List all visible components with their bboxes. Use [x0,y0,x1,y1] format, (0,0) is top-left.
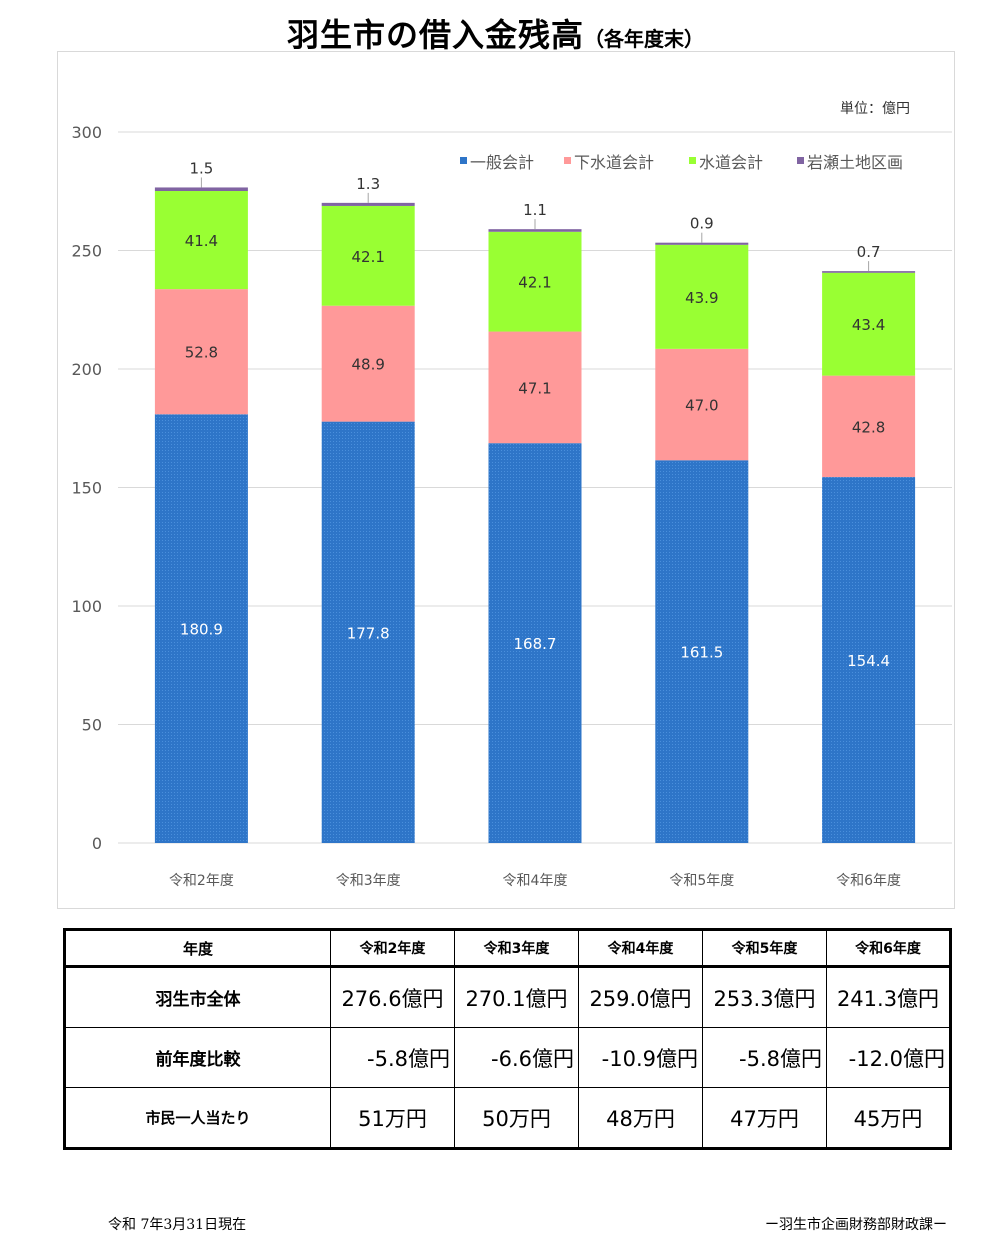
table-cell: 241.3億円 [826,966,951,1028]
data-label: 161.5 [680,644,723,662]
data-label: 43.4 [852,316,885,334]
table-col-header: 令和2年度 [330,929,455,968]
bar-segment [822,375,916,478]
bar-segment [655,348,749,461]
data-label: 42.8 [852,418,885,436]
bar-segment [321,202,415,206]
y-tick-label: 150 [71,479,102,498]
chart-title: 羽生市の借入金残高（各年度末） [0,10,991,56]
unit-label: 単位：億円 [840,101,910,117]
data-label: 168.7 [514,635,557,653]
x-tick-label: 令和3年度 [336,873,401,889]
y-tick-label: 100 [71,597,102,616]
table-cell: 48万円 [578,1087,703,1149]
legend-label: 水道会計 [699,153,763,172]
table-cell: 270.1億円 [454,966,579,1028]
table-col-header: 令和4年度 [578,929,703,968]
y-tick-label: 250 [71,242,102,261]
table-cell: -6.6億円 [454,1027,579,1088]
footer-dept: ー羽生市企画財務部財政課ー [765,1217,947,1233]
legend-label: 岩瀬土地区画 [807,153,903,172]
y-tick-label: 50 [82,716,102,735]
bar-segment [321,205,415,306]
table-cell: -5.8億円 [330,1027,455,1088]
table-col-header: 令和3年度 [454,929,579,968]
data-label: 0.9 [690,215,714,233]
table-cell: 47万円 [702,1087,827,1149]
y-tick-label: 0 [92,834,102,853]
bar-segment [154,187,248,192]
x-tick-label: 令和4年度 [503,873,568,889]
table-cell: 50万円 [454,1087,579,1149]
table-cell: 51万円 [330,1087,455,1149]
data-label: 47.1 [518,379,551,397]
table-cell: -5.8億円 [702,1027,827,1088]
bar-segment [488,443,582,843]
data-label: 1.3 [356,175,380,193]
data-label: 1.5 [189,159,213,177]
table-row: 前年度比較 -5.8億円 -6.6億円 -10.9億円 -5.8億円 -12.0… [64,1027,951,1088]
table-header-row: 年度 令和2年度 令和3年度 令和4年度 令和5年度 令和6年度 [64,929,951,968]
data-label: 43.9 [685,289,718,307]
row-label-per-capita: 市民一人当たり [64,1087,331,1149]
title-sub: （各年度末） [584,27,704,51]
y-tick-label: 200 [71,360,102,379]
row-label-total: 羽生市全体 [64,966,331,1028]
bar-segment [822,477,916,843]
table-cell: -10.9億円 [578,1027,703,1088]
bar-segment [488,229,582,232]
x-tick-label: 令和5年度 [669,873,734,889]
bar-segment [655,244,749,349]
title-main: 羽生市の借入金残高 [286,16,584,54]
data-label: 47.0 [685,397,718,415]
x-tick-label: 令和2年度 [169,873,234,889]
bar-segment [321,305,415,422]
data-label: 41.4 [185,232,218,250]
data-label: 42.1 [518,274,551,292]
stacked-bar-chart: 0 50 100 150 200 250 300 180.9 52.8 41.4 1.5 令和2年度… [71,101,952,889]
bar-segment [321,421,415,843]
table-col-header: 令和6年度 [826,929,951,968]
bar-segment [822,271,916,273]
bar-segment [822,272,916,376]
table-cell: 259.0億円 [578,966,703,1028]
legend-swatch [797,157,804,164]
data-label: 42.1 [351,248,384,266]
bar-segment [655,460,749,843]
x-tick-label: 令和6年度 [836,873,901,889]
bar-segment [488,231,582,332]
data-label: 177.8 [347,624,390,642]
row-label-change: 前年度比較 [64,1027,331,1088]
data-label: 1.1 [523,201,547,219]
legend-swatch [564,157,571,164]
y-tick-label: 300 [71,123,102,142]
footer-date: 令和 7年3月31日現在 [108,1217,247,1233]
data-label: 48.9 [351,356,384,374]
table-cell: -12.0億円 [826,1027,951,1088]
table-cell: 276.6億円 [330,966,455,1028]
data-label: 52.8 [185,344,218,362]
legend-swatch [689,157,696,164]
table-row: 市民一人当たり 51万円 50万円 48万円 47万円 45万円 [64,1087,951,1149]
table-cell: 253.3億円 [702,966,827,1028]
data-label: 180.9 [180,621,223,639]
bar-segment [154,414,248,843]
legend-label: 一般会計 [470,153,534,172]
table-cell: 45万円 [826,1087,951,1149]
table-col-header: 令和5年度 [702,929,827,968]
bar-segment [655,242,749,245]
bar-segment [154,289,248,415]
table-corner: 年度 [64,929,331,968]
table-row: 羽生市全体 276.6億円 270.1億円 259.0億円 253.3億円 24… [64,966,951,1028]
legend-label: 下水道会計 [574,153,654,172]
data-label: 154.4 [847,652,890,670]
summary-table: 年度 令和2年度 令和3年度 令和4年度 令和5年度 令和6年度 羽生市全体 2… [63,928,952,1150]
legend-swatch [460,157,467,164]
bar-segment [488,331,582,444]
data-label: 0.7 [857,243,881,261]
bar-segment [154,191,248,290]
